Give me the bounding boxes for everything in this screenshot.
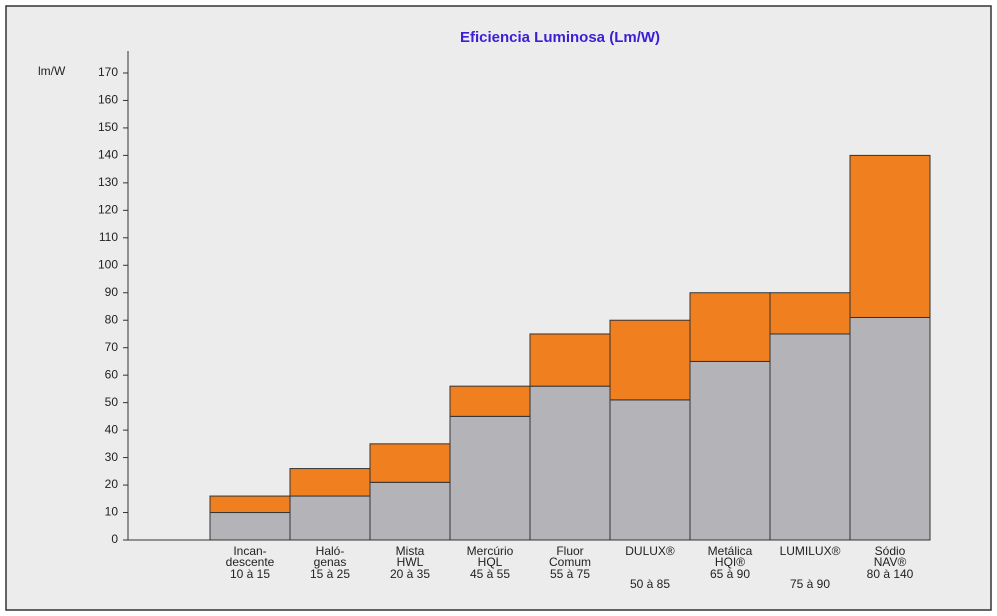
bar-segment — [210, 513, 290, 540]
range-label: 10 à 15 — [230, 567, 270, 581]
bar-segment — [450, 386, 530, 416]
page: Eficiencia Luminosa (Lm/W) lm/W 0 10 20 30 4… — [0, 0, 997, 616]
bar-segment — [290, 496, 370, 540]
bar-segment — [610, 320, 690, 400]
bar-segment — [370, 444, 450, 482]
y-tick-label: 100 — [98, 257, 118, 271]
bar-segment — [610, 400, 690, 540]
y-axis-label: lm/W — [38, 64, 66, 78]
bar-segment — [530, 334, 610, 386]
y-tick-label: 80 — [105, 312, 119, 326]
y-tick-label: 150 — [98, 120, 118, 134]
range-label: 15 à 25 — [310, 567, 350, 581]
range-label: 50 à 85 — [630, 577, 670, 591]
range-label: 75 à 90 — [790, 577, 830, 591]
y-tick-label: 10 — [105, 505, 119, 519]
y-tick-label: 140 — [98, 148, 118, 162]
x-tick-label: LUMILUX® — [780, 544, 841, 558]
y-tick-label: 120 — [98, 203, 118, 217]
bar-segment — [290, 469, 370, 496]
y-tick-label: 160 — [98, 93, 118, 107]
y-tick-label: 20 — [105, 477, 119, 491]
range-label: 45 à 55 — [470, 567, 510, 581]
range-label: 65 à 90 — [710, 567, 750, 581]
y-tick-label: 40 — [105, 422, 119, 436]
y-tick-label: 130 — [98, 175, 118, 189]
bar-segment — [450, 416, 530, 540]
y-tick-label: 30 — [105, 450, 119, 464]
y-tick-label: 170 — [98, 65, 118, 79]
y-tick-label: 70 — [105, 340, 119, 354]
y-tick-label: 0 — [111, 532, 118, 546]
x-tick-label: Haló-genas — [314, 544, 347, 569]
bar-segment — [690, 361, 770, 540]
y-tick-label: 110 — [99, 230, 118, 244]
bar-segment — [530, 386, 610, 540]
y-tick-label: 90 — [105, 285, 119, 299]
range-label: 55 à 75 — [550, 567, 590, 581]
bar-segment — [370, 482, 450, 540]
bar-segment — [850, 317, 930, 540]
x-tick-label: DULUX® — [625, 544, 675, 558]
bar-segment — [850, 155, 930, 317]
range-label: 80 à 140 — [867, 567, 914, 581]
chart: Eficiencia Luminosa (Lm/W) lm/W 0 10 20 30 4… — [0, 0, 997, 616]
y-tick-label: 50 — [105, 395, 119, 409]
range-label: 20 à 35 — [390, 567, 430, 581]
bar-segment — [210, 496, 290, 512]
bar-segment — [770, 334, 850, 540]
bar-segment — [690, 293, 770, 362]
chart-title: Eficiencia Luminosa (Lm/W) — [460, 29, 660, 46]
bar-segment — [770, 293, 850, 334]
y-tick-label: 60 — [105, 367, 119, 381]
